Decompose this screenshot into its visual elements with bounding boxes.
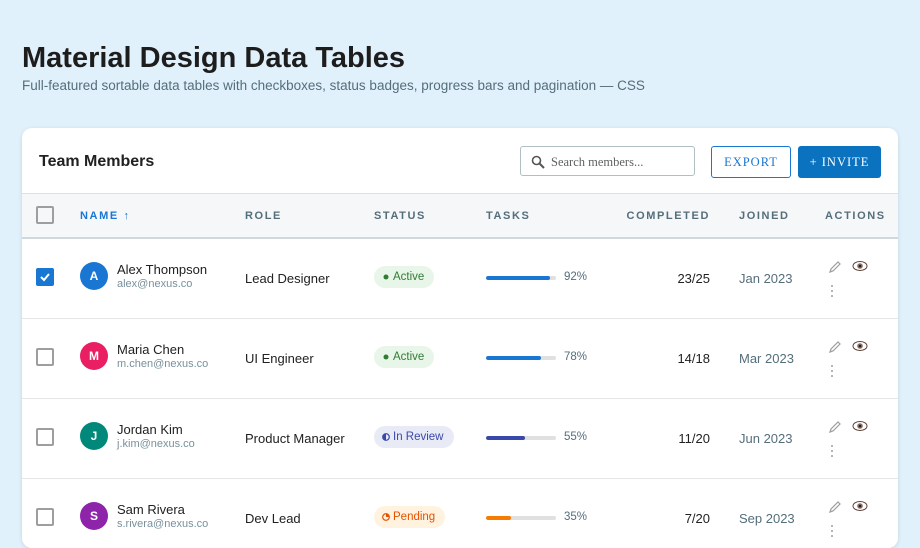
page: Material Design Data Tables Full-feature…: [22, 42, 898, 548]
status-icon: [383, 354, 389, 360]
view-icon[interactable]: [852, 260, 868, 272]
member-email: alex@nexus.co: [117, 278, 193, 290]
progress-bar: [486, 516, 511, 520]
progress-bar: [486, 436, 525, 440]
member-name: Maria Chen: [117, 342, 185, 357]
edit-icon[interactable]: [828, 260, 842, 274]
invite-button[interactable]: + INVITE: [798, 146, 881, 178]
role: Lead Designer: [245, 271, 330, 286]
column-header: ACTIONS: [825, 210, 886, 222]
row-actions: [828, 340, 868, 380]
edit-icon[interactable]: [828, 340, 842, 354]
joined: Jun 2023: [739, 431, 793, 446]
progress-track: [486, 516, 556, 520]
search-placeholder: Search members...: [551, 155, 644, 169]
export-button[interactable]: EXPORT: [711, 146, 791, 178]
card-title: Team Members: [39, 153, 155, 170]
progress-track: [486, 356, 556, 360]
table-row: S Sam Rivera s.rivera@nexus.co Dev Lead Pend…: [22, 478, 898, 548]
status-badge: Pending: [374, 506, 446, 528]
column-header[interactable]: NAME ↑: [80, 210, 131, 222]
joined: Mar 2023: [739, 351, 794, 366]
status-text: Active: [393, 271, 425, 283]
status-text: In Review: [393, 431, 444, 443]
completed: 7/20: [684, 511, 710, 526]
row-actions: [828, 500, 868, 540]
avatar: S: [80, 502, 108, 530]
row-checkbox[interactable]: [36, 428, 54, 446]
row-checkbox[interactable]: [36, 348, 54, 366]
progress-track: [486, 436, 556, 440]
more-icon[interactable]: [830, 364, 834, 378]
search-icon: [531, 155, 545, 169]
row-actions: [828, 260, 868, 300]
member-email: j.kim@nexus.co: [117, 438, 195, 450]
progress-bar: [486, 356, 541, 360]
table-row: M Maria Chen m.chen@nexus.co UI Engineer Act…: [22, 318, 898, 399]
page-title: Material Design Data Tables: [22, 42, 406, 74]
page-subtitle: Full-featured sortable data tables with …: [22, 78, 645, 93]
column-header[interactable]: COMPLETED: [626, 210, 710, 222]
column-header[interactable]: ROLE: [245, 210, 282, 222]
column-header[interactable]: JOINED: [739, 210, 790, 222]
role: UI Engineer: [245, 351, 314, 366]
check-mark: [40, 273, 50, 282]
progress-label: 35%: [564, 511, 588, 523]
table-card: Team Members Search members... EXPORT + …: [22, 128, 898, 548]
progress-label: 55%: [564, 431, 588, 443]
member-name: Sam Rivera: [117, 502, 185, 517]
progress-bar: [486, 276, 551, 280]
member-email: m.chen@nexus.co: [117, 358, 209, 370]
role: Dev Lead: [245, 511, 301, 526]
completed: 11/20: [678, 431, 710, 446]
column-header[interactable]: TASKS: [486, 210, 531, 222]
edit-icon[interactable]: [828, 500, 842, 514]
view-icon[interactable]: [852, 340, 868, 352]
joined: Sep 2023: [739, 511, 795, 526]
more-icon[interactable]: [830, 524, 834, 538]
avatar: J: [80, 422, 108, 450]
completed: 23/25: [677, 271, 710, 286]
member-name: Alex Thompson: [117, 262, 208, 277]
row-checkbox[interactable]: [36, 508, 54, 526]
status-badge: Active: [374, 346, 435, 368]
status-icon: [382, 513, 390, 521]
progress-track: [486, 276, 556, 280]
row-actions: [828, 420, 868, 460]
avatar: M: [80, 342, 108, 370]
table-row: A Alex Thompson alex@nexus.co Lead Designer…: [22, 238, 898, 319]
status-icon: [383, 274, 389, 280]
status-badge: In Review: [374, 426, 454, 448]
completed: 14/18: [677, 351, 710, 366]
status-icon: [382, 433, 390, 441]
avatar: A: [80, 262, 108, 290]
progress-label: 78%: [564, 351, 588, 363]
member-name: Jordan Kim: [117, 422, 183, 437]
select-all-checkbox[interactable]: [36, 206, 54, 224]
joined: Jan 2023: [739, 271, 793, 286]
table-header: NAME ↑ ROLE STATUS TASKS COMPLETED JOINED ACTI…: [22, 193, 898, 239]
table-row: J Jordan Kim j.kim@nexus.co Product Manager…: [22, 398, 898, 479]
more-icon[interactable]: [830, 444, 834, 458]
status-text: Active: [393, 351, 425, 363]
row-checkbox[interactable]: [36, 268, 54, 286]
search-box[interactable]: Search members...: [520, 146, 695, 176]
column-header[interactable]: STATUS: [374, 210, 426, 222]
view-icon[interactable]: [852, 420, 868, 432]
role: Product Manager: [245, 431, 345, 446]
status-badge: Active: [374, 266, 435, 288]
member-email: s.rivera@nexus.co: [117, 518, 209, 530]
more-icon[interactable]: [830, 284, 834, 298]
edit-icon[interactable]: [828, 420, 842, 434]
progress-label: 92%: [564, 271, 588, 283]
view-icon[interactable]: [852, 500, 868, 512]
status-text: Pending: [393, 511, 436, 523]
